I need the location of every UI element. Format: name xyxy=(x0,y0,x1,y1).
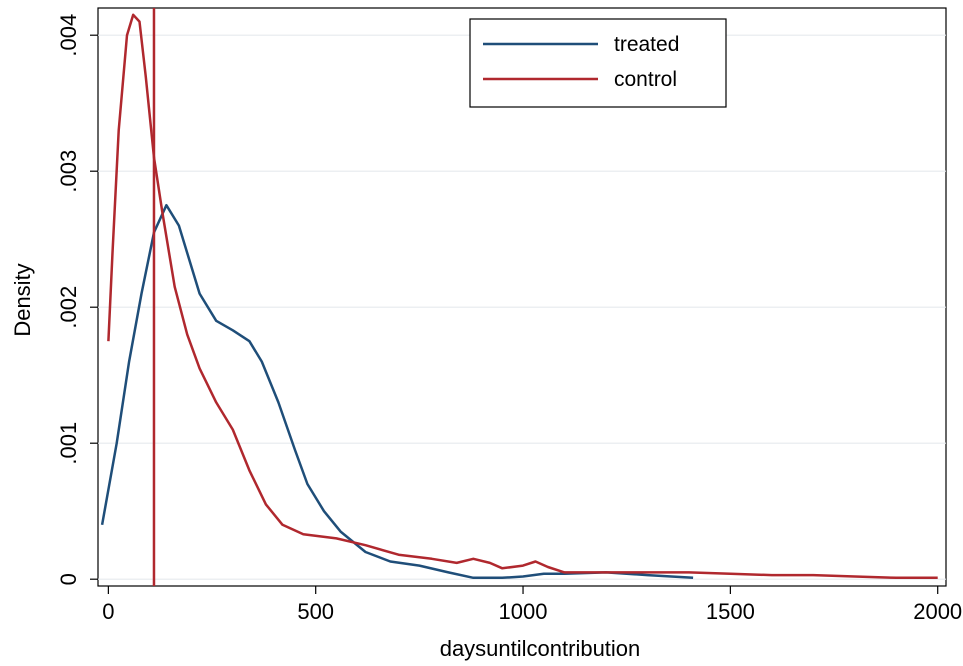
y-tick-label: 0 xyxy=(56,573,81,585)
x-axis: 0 500 1000 1500 2000 xyxy=(102,586,962,624)
y-tick-label: .004 xyxy=(56,14,81,57)
x-tick-label: 1500 xyxy=(706,599,755,624)
legend-label-treated: treated xyxy=(614,33,679,56)
legend-box xyxy=(469,18,727,108)
y-axis-title: Density xyxy=(10,263,35,336)
x-tick-label: 2000 xyxy=(913,599,962,624)
x-axis-title: daysuntilcontribution xyxy=(440,636,641,661)
legend-label-control: control xyxy=(614,68,677,91)
y-axis: 0 .001 .002 .003 .004 xyxy=(56,14,98,585)
y-tick-label: .001 xyxy=(56,422,81,465)
x-tick-label: 1000 xyxy=(499,599,548,624)
y-tick-label: .002 xyxy=(56,286,81,329)
x-tick-label: 0 xyxy=(102,599,114,624)
series-group xyxy=(100,13,938,580)
legend: treated control xyxy=(469,18,727,108)
x-tick-label: 500 xyxy=(297,599,334,624)
y-tick-label: .003 xyxy=(56,150,81,193)
series-line-control xyxy=(107,13,938,580)
series-line-treated xyxy=(100,203,694,580)
